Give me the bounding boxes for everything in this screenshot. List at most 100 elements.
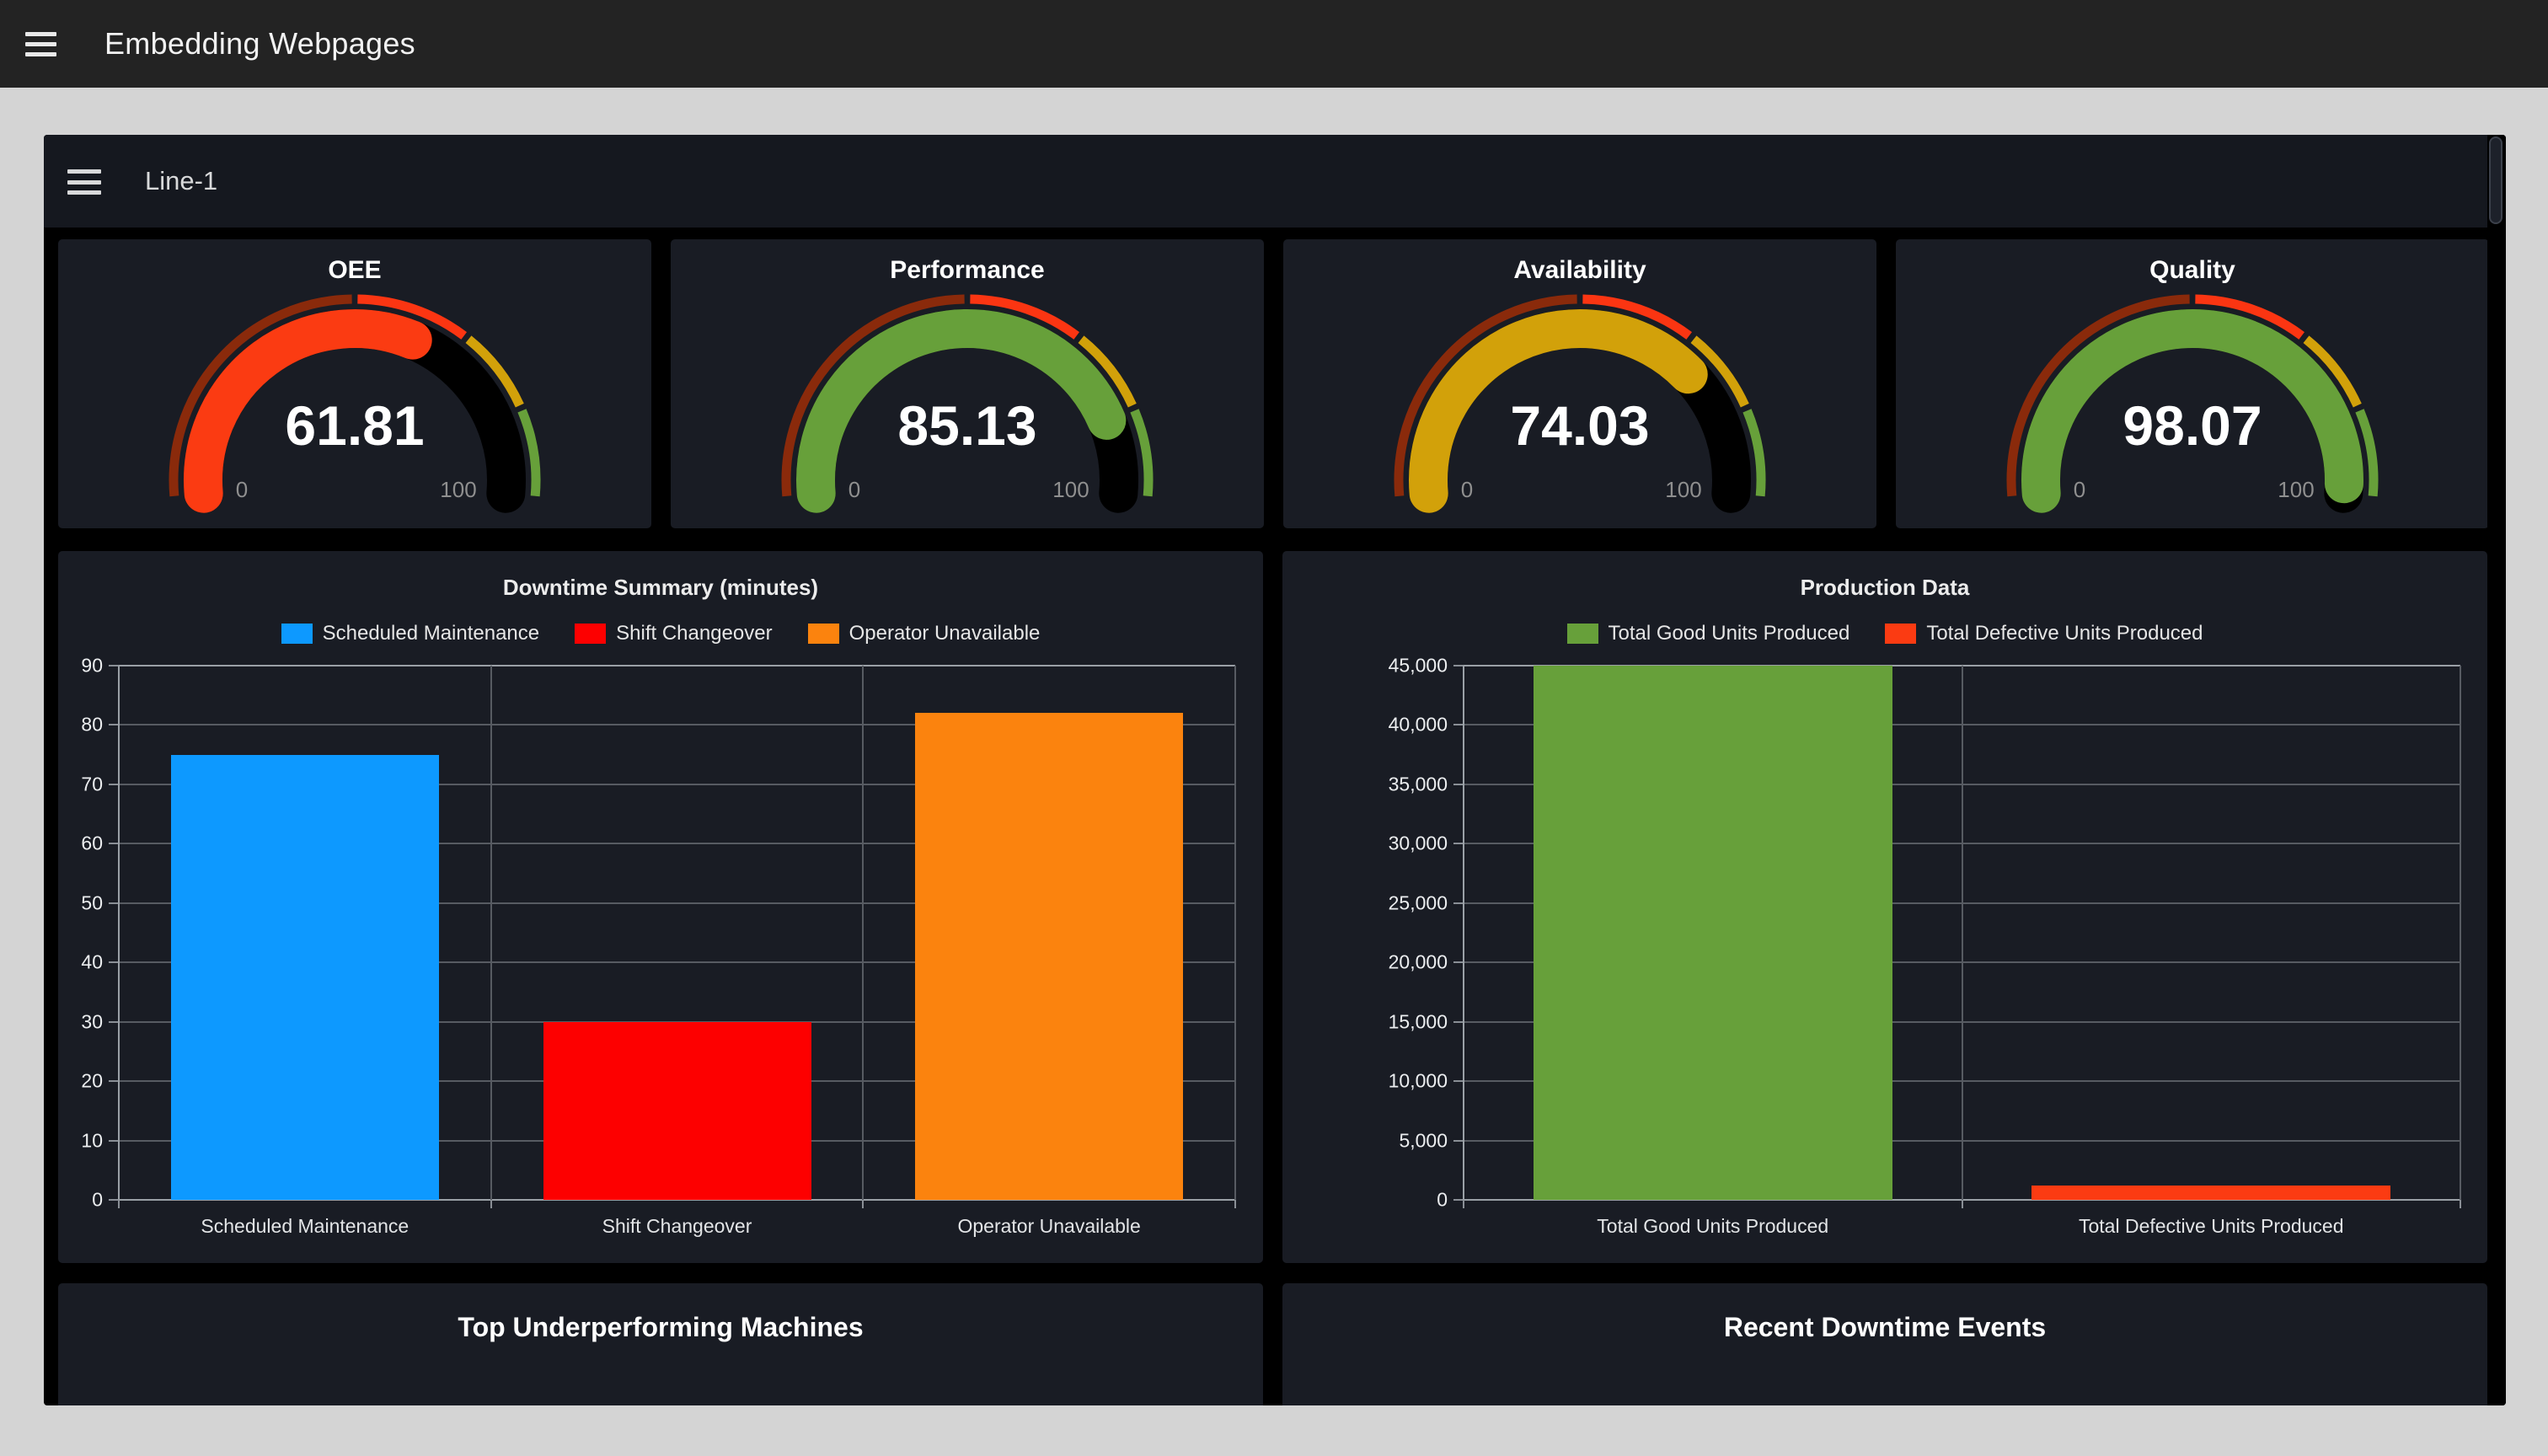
- chart-panel-production: Production Data Total Good Units Produced…: [1282, 551, 2487, 1263]
- y-axis-tick: [1453, 961, 1464, 964]
- gauge-value-arc: [796, 309, 1127, 513]
- legend-label: Operator Unavailable: [848, 622, 1041, 645]
- gauge-threshold-segment: [970, 294, 1080, 340]
- gridline: [119, 843, 1235, 845]
- category-boundary-line: [1463, 666, 1464, 1207]
- y-axis-tick: [109, 1199, 119, 1201]
- gauge-min-label: 0: [2074, 477, 2085, 502]
- y-axis-label: 35,000: [1388, 773, 1448, 795]
- page-title: Embedding Webpages: [104, 26, 415, 61]
- gauge-threshold-segment: [169, 294, 352, 497]
- legend-swatch: [1566, 624, 1598, 644]
- gauge-threshold-segment: [1078, 335, 1137, 408]
- gauge-arc: 61.81 0 100: [169, 294, 541, 513]
- gridline: [119, 665, 1235, 666]
- panel-top-underperforming-machines: Top Underperforming Machines: [58, 1283, 1263, 1405]
- bottom-panel-title: Top Underperforming Machines: [458, 1312, 864, 1342]
- y-axis-label: 10,000: [1388, 1069, 1448, 1092]
- legend-item[interactable]: Scheduled Maintenance: [281, 622, 539, 645]
- y-axis-label: 20,000: [1388, 950, 1448, 973]
- gauge-threshold-segment: [1130, 409, 1154, 497]
- gauge-value-arc: [184, 309, 432, 513]
- gauge-arc: 74.03 0 100: [1394, 294, 1766, 513]
- gauge-value: 85.13: [897, 394, 1036, 457]
- y-axis-label: 80: [81, 713, 103, 736]
- y-axis-tick: [1453, 1139, 1464, 1142]
- gauge-threshold-segment: [2355, 409, 2379, 497]
- y-axis-label: 40,000: [1388, 713, 1448, 736]
- x-axis-tick: [2460, 1200, 2461, 1208]
- gauge-arc: 85.13 0 100: [781, 294, 1154, 513]
- x-axis-label: Total Good Units Produced: [1597, 1215, 1829, 1237]
- chart-legend: Total Good Units Produced Total Defective…: [1282, 622, 2487, 645]
- legend-swatch: [1885, 624, 1917, 644]
- bar-scheduled-maintenance: [170, 754, 439, 1200]
- gauge-arc: 98.07 0 100: [2006, 294, 2379, 513]
- chart-legend: Scheduled Maintenance Shift Changeover Ope…: [58, 622, 1263, 645]
- chart-panel-downtime: Downtime Summary (minutes) Scheduled Main…: [58, 551, 1263, 1263]
- bottom-panel-title: Recent Downtime Events: [1723, 1312, 2047, 1342]
- legend-item[interactable]: Total Good Units Produced: [1566, 622, 1849, 645]
- legend-swatch: [575, 624, 607, 644]
- legend-swatch: [807, 624, 839, 644]
- panel-recent-downtime-events: Recent Downtime Events: [1282, 1283, 2487, 1405]
- gauge-title: Quality: [2149, 256, 2235, 284]
- y-axis-label: 0: [1437, 1188, 1448, 1211]
- y-axis-label: 70: [81, 773, 103, 795]
- gauge-min-label: 0: [236, 477, 248, 502]
- x-axis-tick: [1463, 1200, 1464, 1208]
- y-axis-label: 40: [81, 950, 103, 973]
- gauge-max-label: 100: [1665, 477, 1701, 502]
- x-axis-tick: [862, 1200, 864, 1208]
- x-axis-tick: [1234, 1200, 1236, 1208]
- x-axis-tick: [118, 1200, 120, 1208]
- bar-total-defective-units-produced: [2031, 1186, 2391, 1200]
- x-axis-label: Shift Changeover: [602, 1215, 752, 1237]
- gauge-threshold-segment: [1690, 335, 1749, 408]
- bar-operator-unavailable: [915, 713, 1184, 1200]
- x-axis-label: Total Defective Units Produced: [2079, 1215, 2344, 1237]
- embedded-dashboard-frame: Line-1 OEE 61.81 0 100 Performance 85.13 0 100 A…: [44, 135, 2506, 1405]
- legend-item[interactable]: Total Defective Units Produced: [1885, 622, 2203, 645]
- dashboard-title: Line-1: [145, 166, 218, 195]
- scrollbar-thumb[interactable]: [2489, 136, 2502, 224]
- y-axis-tick: [109, 1080, 119, 1083]
- y-axis-tick: [1453, 665, 1464, 666]
- gauge-threshold-segment: [1742, 409, 1766, 497]
- gauge-threshold-segment: [1582, 294, 1693, 340]
- gridline: [119, 1199, 1235, 1201]
- legend-label: Total Defective Units Produced: [1926, 622, 2203, 645]
- y-axis-tick: [109, 902, 119, 904]
- gauge-min-label: 0: [848, 477, 860, 502]
- menu-icon[interactable]: [25, 32, 56, 56]
- y-axis-tick: [1453, 783, 1464, 785]
- gauge-threshold-segment: [2195, 294, 2305, 340]
- category-boundary-line: [2460, 666, 2461, 1200]
- y-axis-tick: [1453, 724, 1464, 726]
- gauge-panel-quality: Quality 98.07 0 100: [1896, 239, 2489, 528]
- menu-icon[interactable]: [67, 169, 101, 195]
- y-axis-tick: [109, 783, 119, 785]
- legend-item[interactable]: Shift Changeover: [575, 622, 773, 645]
- scrollbar-track: [2487, 135, 2506, 1405]
- x-axis-tick: [1961, 1200, 1963, 1208]
- chart-title: Production Data: [1800, 575, 1970, 600]
- gauge-threshold-segment: [2303, 335, 2362, 408]
- legend-item[interactable]: Operator Unavailable: [807, 622, 1041, 645]
- y-axis-label: 30,000: [1388, 832, 1448, 854]
- gauge-title: Performance: [890, 256, 1045, 284]
- gridline: [119, 783, 1235, 785]
- y-axis-tick: [109, 665, 119, 666]
- category-boundary-line: [862, 666, 864, 1200]
- y-axis-tick: [109, 724, 119, 726]
- y-axis-tick: [109, 1139, 119, 1142]
- gauge-threshold-segment: [781, 294, 965, 497]
- x-axis-label: Scheduled Maintenance: [201, 1215, 410, 1237]
- legend-swatch: [281, 624, 313, 644]
- y-axis-label: 20: [81, 1069, 103, 1092]
- gauge-panel-performance: Performance 85.13 0 100: [671, 239, 1264, 528]
- y-axis-tick: [109, 843, 119, 845]
- y-axis-tick: [1453, 902, 1464, 904]
- gauge-value-arc: [2021, 309, 2363, 513]
